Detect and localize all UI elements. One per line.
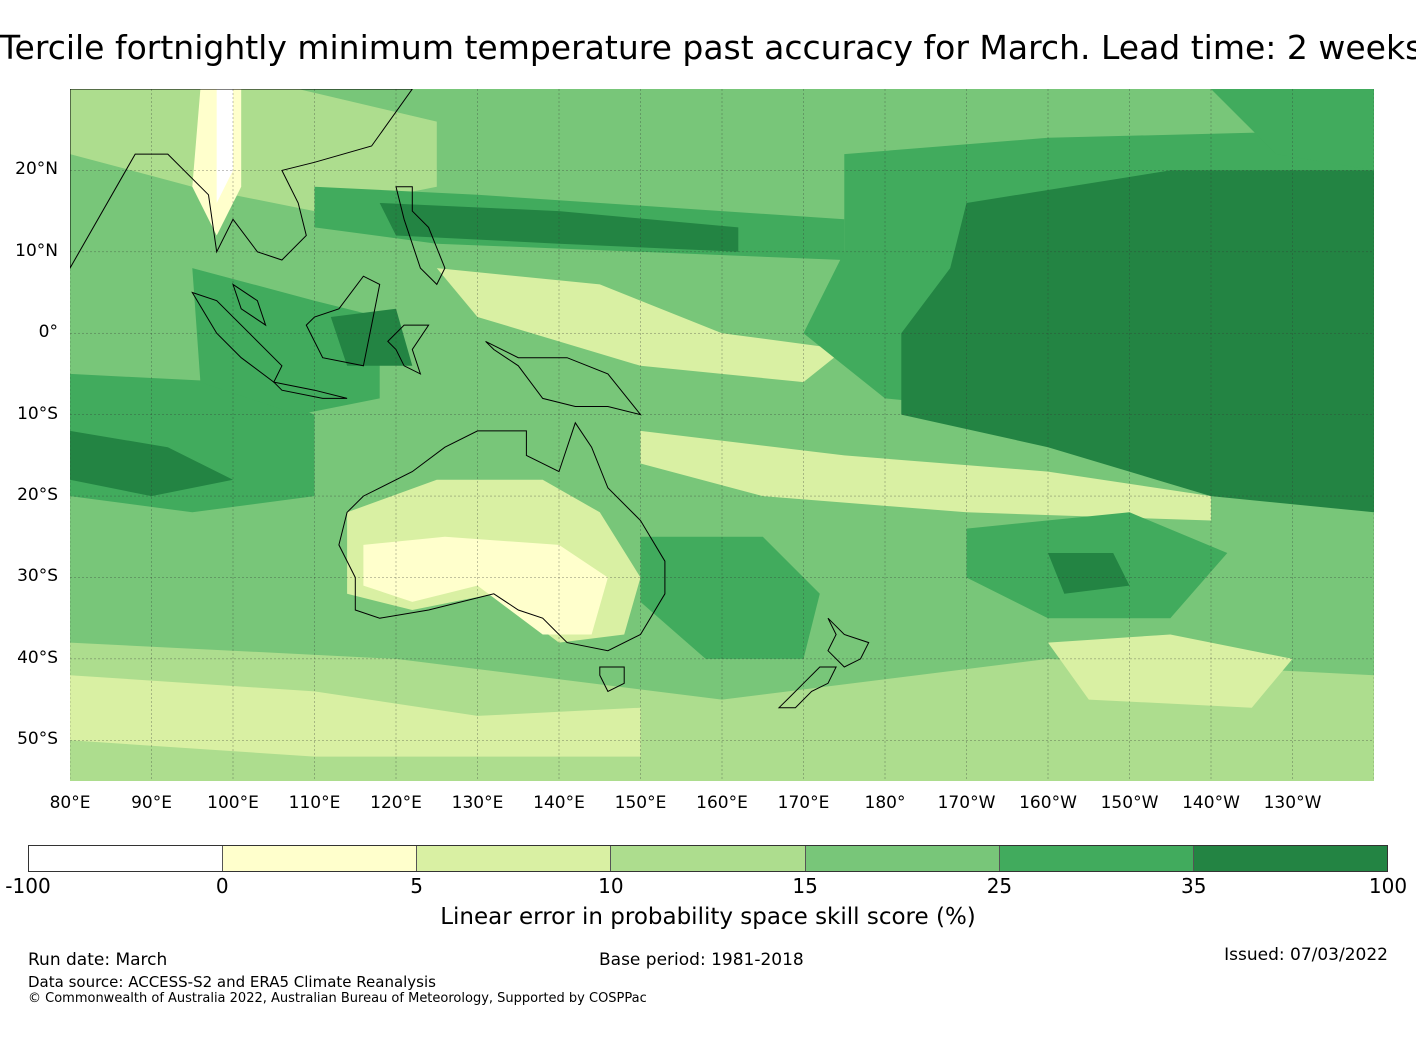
latitude-label: 50°S [17,729,58,750]
colorbar-swatch [999,846,1194,871]
skill-region-35-100 [379,203,739,252]
graticule [70,89,1374,781]
longitude-label: 170°W [937,793,996,813]
longitude-label: 110°E [288,793,341,813]
longitude-label: 160°E [696,793,748,813]
new-zealand-south-island-coastline [777,666,837,709]
skill-score-map [70,89,1374,781]
colorbar-swatch [805,846,1000,871]
longitude-label: 140°E [533,793,585,813]
java-coastline [272,381,348,399]
tasmania-coastline [599,666,625,693]
colorbar-tick-label: 15 [792,874,818,898]
latitude-label: 10°N [15,240,58,261]
colorbar-tick-label: 0 [215,874,229,898]
skill-regions [70,89,1374,781]
coastlines [70,89,870,709]
skill-region-0-5 [363,536,608,635]
borneo-coastline [305,275,381,367]
longitude-label: 80°E [49,793,91,813]
longitude-label: 120°E [370,793,422,813]
map-title: Tercile fortnightly minimum temperature … [0,28,1416,67]
skill-region-35-100 [70,430,233,497]
colorbar-tick-label: 5 [410,874,423,898]
colorbar-tick-label: 10 [598,874,624,898]
data-source: Data source: ACCESS-S2 and ERA5 Climate … [28,973,436,991]
copyright: © Commonwealth of Australia 2022, Austra… [28,991,647,1006]
latitude-label: 0° [38,322,58,343]
skill-region-10-15 [70,89,437,212]
longitude-label: 130°E [451,793,504,813]
colorbar-label: Linear error in probability space skill … [440,904,976,930]
colorbar-swatch [223,846,418,871]
colorbar-swatch [417,846,612,871]
sumatra-coastline [191,291,283,383]
asian-mainland-coastline [70,89,413,270]
longitude-label: 170°E [777,793,830,813]
colorbar-swatch [1193,846,1387,871]
skill-region-5-10 [1048,634,1293,708]
longitude-label: 130°W [1263,793,1322,813]
colorbar-tick-label: -100 [5,874,51,898]
skill-region-5-10 [70,675,641,757]
longitude-label: 160°W [1019,793,1077,813]
latitude-label: 20°N [15,159,58,180]
latitude-label: 30°S [17,566,58,587]
latitude-label: 10°S [17,403,58,424]
base-period: Base period: 1981-2018 [599,950,804,970]
longitude-label: 100°E [207,793,259,813]
sulawesi-coastline [387,324,430,375]
longitude-label: 180° [864,793,906,813]
colorbar-swatch [611,846,806,871]
issued-date: Issued: 07/03/2022 [1224,945,1388,965]
skill-region-25-35 [192,268,380,415]
run-date: Run date: March [28,950,168,970]
colorbar-swatch [29,846,224,871]
philippines-coastline [395,186,446,286]
skill-region-5-10 [640,430,1211,521]
skill-region-35-100 [901,170,1374,513]
new-guinea-coastline [485,340,642,416]
longitude-label: 140°W [1182,793,1240,813]
skill-region-negative [216,89,233,203]
australia-coastline [338,421,666,652]
skill-region-25-35 [640,536,820,659]
latitude-label: 20°S [17,485,58,506]
longitude-label: 150°E [614,793,667,813]
colorbar-tick-label: 35 [1180,874,1207,898]
colorbar-tick-label: 100 [1368,874,1408,898]
colorbar [28,845,1388,872]
map-canvas [70,89,1374,781]
malay-peninsula-coastline [232,283,267,327]
skill-region-35-100 [1048,553,1130,594]
longitude-label: 90°E [131,793,172,813]
new-zealand-north-island-coastline [827,617,870,668]
latitude-label: 40°S [17,647,58,668]
colorbar-tick-label: 25 [986,874,1013,898]
skill-region-35-100 [330,308,413,366]
longitude-label: 150°W [1100,793,1159,813]
